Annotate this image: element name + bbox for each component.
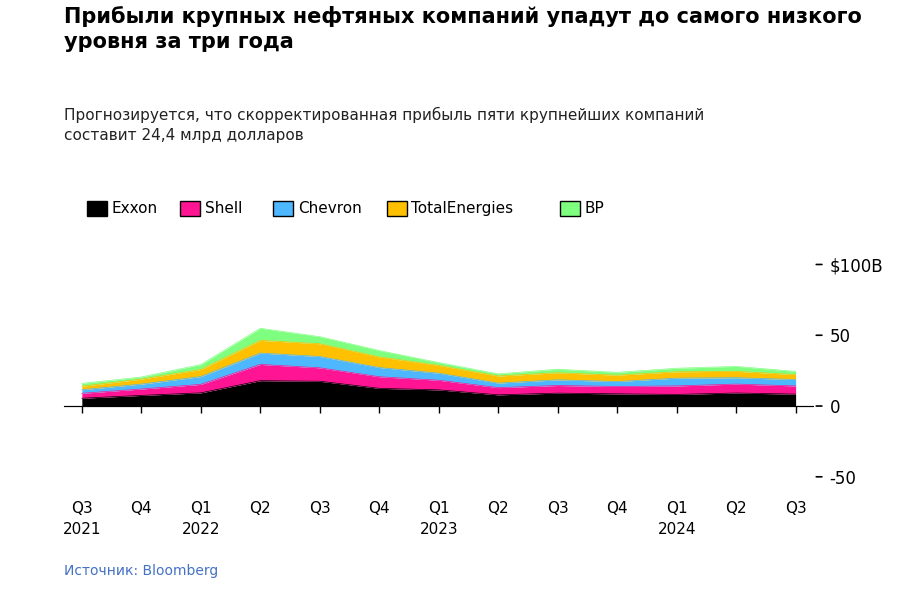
Text: Q3: Q3: [785, 501, 806, 516]
Text: Q3: Q3: [71, 501, 92, 516]
Text: Q3: Q3: [309, 501, 331, 516]
Text: Chevron: Chevron: [298, 201, 362, 216]
Text: TotalEnergies: TotalEnergies: [411, 201, 514, 216]
Text: Прогнозируется, что скорректированная прибыль пяти крупнейших компаний
составит : Прогнозируется, что скорректированная пр…: [64, 107, 704, 143]
Text: 2021: 2021: [62, 522, 101, 536]
Text: Q4: Q4: [131, 501, 152, 516]
Text: Q1: Q1: [428, 501, 450, 516]
Text: BP: BP: [585, 201, 605, 216]
Text: 2024: 2024: [657, 522, 696, 536]
Text: Q4: Q4: [606, 501, 628, 516]
Text: 2023: 2023: [420, 522, 458, 536]
Text: Q3: Q3: [547, 501, 569, 516]
Text: Q2: Q2: [487, 501, 509, 516]
Text: 2022: 2022: [182, 522, 220, 536]
Text: Прибыли крупных нефтяных компаний упадут до самого низкого
уровня за три года: Прибыли крупных нефтяных компаний упадут…: [64, 6, 862, 52]
Text: Q2: Q2: [250, 501, 271, 516]
Text: Q4: Q4: [368, 501, 390, 516]
Text: Exxon: Exxon: [112, 201, 157, 216]
Text: Shell: Shell: [205, 201, 242, 216]
Text: Q1: Q1: [190, 501, 212, 516]
Text: Q1: Q1: [665, 501, 687, 516]
Text: Источник: Bloomberg: Источник: Bloomberg: [64, 564, 218, 578]
Text: Q2: Q2: [726, 501, 747, 516]
